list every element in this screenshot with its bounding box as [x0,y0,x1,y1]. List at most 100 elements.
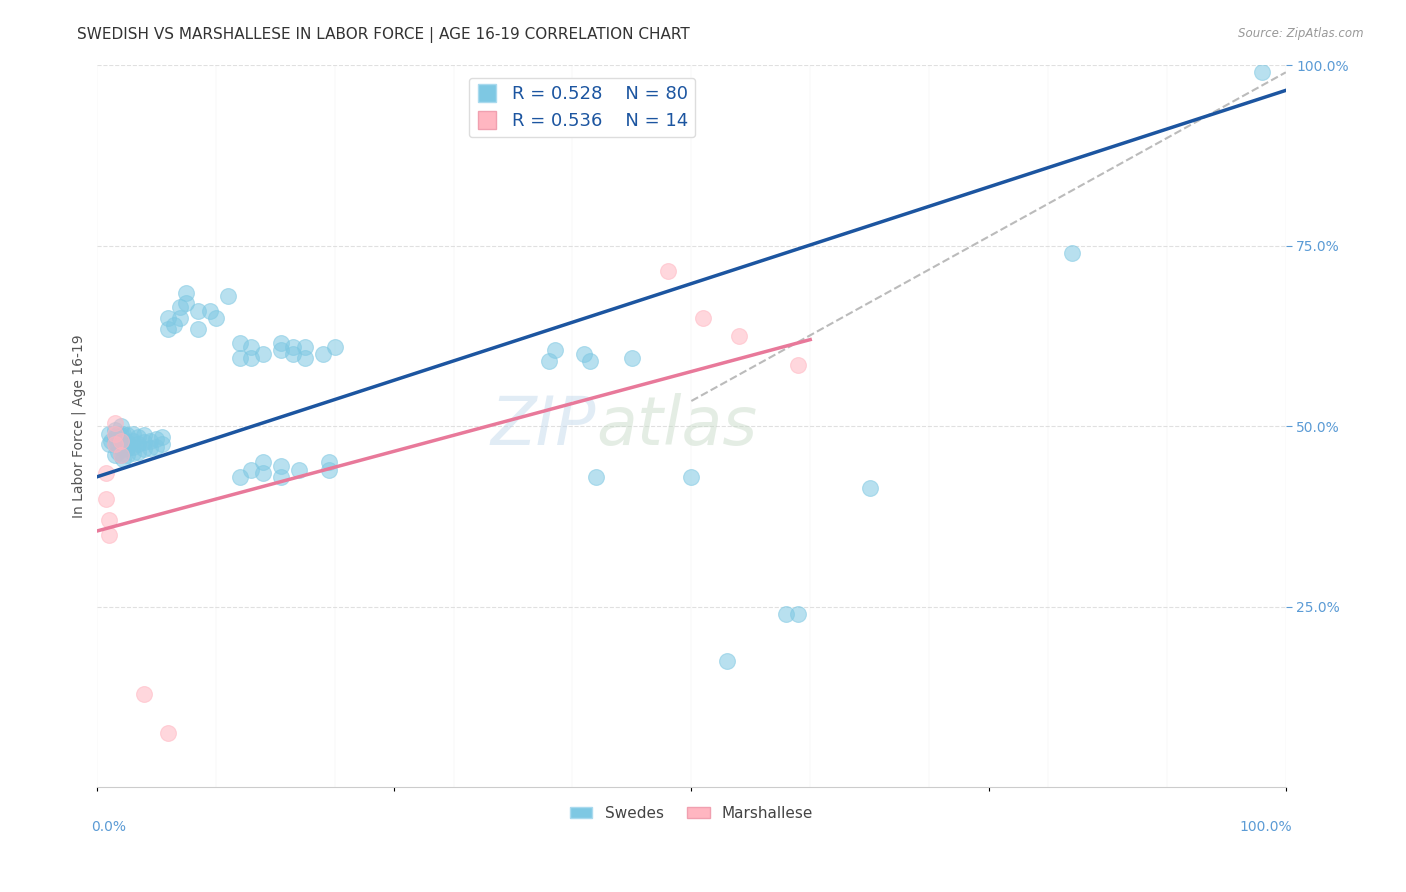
Point [104,430,127,444]
Point [281,347,304,361]
Text: atlas: atlas [596,393,758,459]
Point [228,470,250,484]
Point [157,726,180,740]
Point [252,467,274,481]
Point [111,435,134,450]
Y-axis label: In Labor Force | Age 16-19: In Labor Force | Age 16-19 [72,334,86,518]
Point [96,467,118,481]
Point [1251,65,1274,79]
Point [150,430,173,444]
Point [169,300,191,314]
Point [270,336,292,351]
Point [110,419,132,434]
Point [318,455,340,469]
Point [692,310,714,325]
Point [97,437,120,451]
Point [134,687,156,701]
Point [728,329,751,343]
Point [681,470,703,484]
Point [157,322,180,336]
Point [121,440,143,454]
Point [543,343,565,358]
Point [198,303,221,318]
Point [134,428,156,442]
Point [110,435,132,450]
Point [657,264,679,278]
Point [252,347,274,361]
Point [252,455,274,469]
Point [104,416,127,430]
Text: ZIP: ZIP [491,393,596,459]
Point [270,470,292,484]
Point [107,426,129,441]
Point [127,437,149,451]
Text: Source: ZipAtlas.com: Source: ZipAtlas.com [1239,27,1364,40]
Point [537,354,560,368]
Point [174,285,197,300]
Point [574,347,596,361]
Point [115,428,138,442]
Point [104,437,127,451]
Point [228,336,250,351]
Point [318,463,340,477]
Point [111,451,134,466]
Point [104,437,127,451]
Point [157,310,180,325]
Point [111,442,134,457]
Point [107,444,129,458]
Point [115,435,138,450]
Point [107,437,129,451]
Point [281,340,304,354]
Point [270,343,292,358]
Point [97,527,120,541]
Point [716,654,738,668]
Point [620,351,643,365]
Point [134,435,156,450]
Point [787,358,810,372]
Point [312,347,335,361]
Point [579,354,602,368]
Text: 100.0%: 100.0% [1239,820,1292,834]
Point [97,426,120,441]
Point [150,437,173,451]
Point [187,322,209,336]
Point [240,351,263,365]
Point [294,340,316,354]
Point [127,444,149,458]
Point [240,463,263,477]
Point [145,440,167,454]
Point [859,481,882,495]
Point [288,463,311,477]
Point [294,351,316,365]
Point [110,441,132,455]
Point [100,434,122,448]
Point [97,513,120,527]
Point [169,310,191,325]
Point [139,441,162,455]
Point [323,340,346,354]
Point [174,296,197,310]
Point [145,432,167,446]
Point [134,442,156,457]
Point [121,426,143,441]
Point [111,426,134,441]
Point [217,289,239,303]
Point [228,351,250,365]
Point [127,430,149,444]
Point [104,426,127,441]
Point [121,434,143,448]
Point [787,607,810,621]
Point [270,458,292,473]
Point [1060,246,1083,260]
Point [775,607,797,621]
Point [115,448,138,462]
Point [110,434,132,448]
Text: SWEDISH VS MARSHALLESE IN LABOR FORCE | AGE 16-19 CORRELATION CHART: SWEDISH VS MARSHALLESE IN LABOR FORCE | … [77,27,690,43]
Point [110,428,132,442]
Point [104,423,127,437]
Point [110,448,132,462]
Legend: Swedes, Marshallese: Swedes, Marshallese [564,799,820,827]
Point [240,340,263,354]
Point [163,318,186,333]
Point [139,434,162,448]
